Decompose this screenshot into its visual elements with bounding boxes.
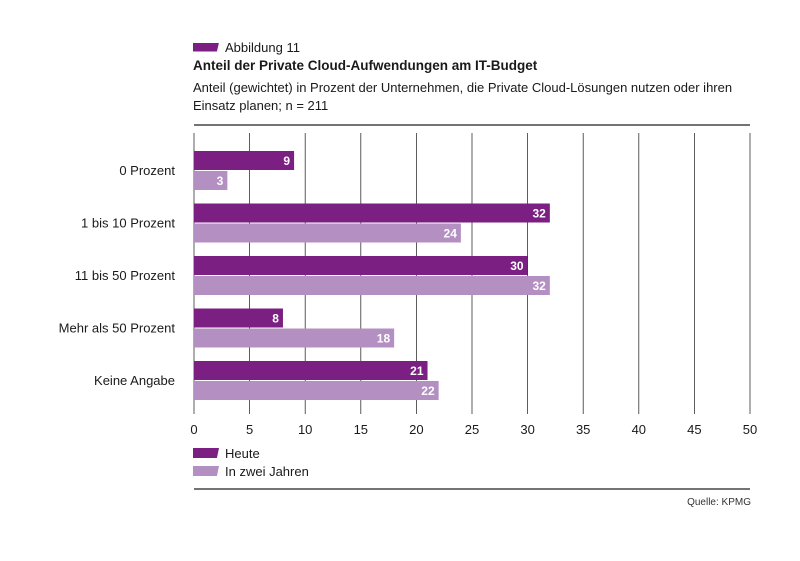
x-tick-label: 25 [465, 422, 479, 437]
bar-in-zwei-jahren [194, 381, 439, 400]
data-label: 21 [410, 364, 424, 378]
category-label: Mehr als 50 Prozent [59, 321, 176, 336]
bar-heute [194, 203, 550, 223]
data-label: 9 [283, 154, 290, 168]
x-tick-label: 20 [409, 422, 423, 437]
category-label: 11 bis 50 Prozent [75, 268, 176, 283]
figure-tag-swatch [193, 42, 219, 52]
legend-item-heute: Heute [193, 444, 309, 462]
bar-heute [194, 256, 528, 275]
figure-tag: Abbildung 11 [193, 38, 300, 56]
x-tick-label: 0 [190, 422, 197, 437]
bar-in-zwei-jahren [194, 223, 461, 243]
source-note: Quelle: KPMG [687, 497, 751, 508]
x-tick-label: 15 [354, 422, 368, 437]
data-label: 3 [217, 174, 224, 188]
chart-subtitle: Anteil (gewichtet) in Prozent der Untern… [193, 80, 733, 113]
legend-label-in-zwei-jahren: In zwei Jahren [225, 463, 309, 479]
data-label: 18 [377, 332, 391, 346]
bar-heute [194, 361, 428, 380]
data-label: 32 [532, 279, 546, 293]
data-label: 24 [444, 227, 458, 241]
category-label: Keine Angabe [94, 373, 175, 388]
x-tick-label: 35 [576, 422, 590, 437]
bar-in-zwei-jahren [194, 276, 550, 295]
data-label: 30 [510, 259, 524, 273]
x-tick-label: 30 [520, 422, 534, 437]
x-tick-label: 50 [743, 422, 757, 437]
data-label: 8 [272, 312, 279, 326]
legend-swatch-heute [193, 448, 219, 458]
legend-item-in-zwei-jahren: In zwei Jahren [193, 462, 309, 480]
x-tick-label: 5 [246, 422, 253, 437]
figure-label: Abbildung 11 [225, 39, 300, 55]
bar-in-zwei-jahren [194, 171, 228, 190]
legend: Heute In zwei Jahren [193, 444, 309, 480]
category-label: 0 Prozent [119, 163, 175, 178]
bar-heute [194, 308, 283, 328]
x-tick-label: 45 [687, 422, 701, 437]
x-tick-label: 10 [298, 422, 312, 437]
x-tick-label: 40 [632, 422, 646, 437]
legend-label-heute: Heute [225, 445, 260, 461]
chart-title: Anteil der Private Cloud-Aufwendungen am… [193, 58, 538, 73]
data-label: 32 [532, 207, 546, 221]
legend-swatch-in-zwei-jahren [193, 466, 219, 476]
bar-heute [194, 151, 295, 170]
data-label: 22 [421, 384, 435, 398]
category-label: 1 bis 10 Prozent [81, 216, 175, 231]
bar-in-zwei-jahren [194, 328, 395, 348]
